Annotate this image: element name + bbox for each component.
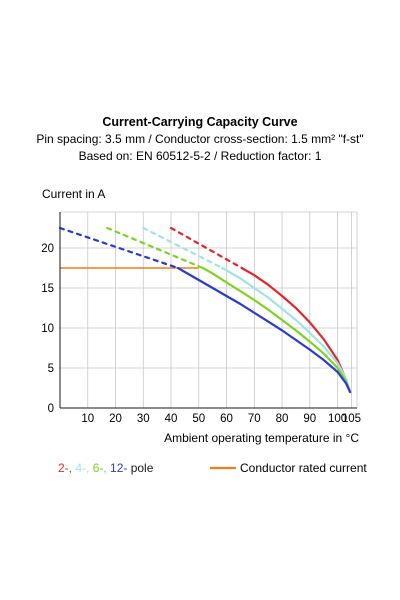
y-axis-label: Current in A: [42, 187, 105, 201]
series-6-pole-line: [201, 266, 352, 394]
legend-pole-12: 12-: [110, 461, 127, 475]
legend: 2-, 4-, 6-, 12- pole Conductor rated cur…: [58, 461, 367, 475]
x-tick-label: 20: [109, 413, 122, 425]
y-tick-label: 0: [48, 403, 54, 415]
series-2-pole-extrapolated: [169, 226, 243, 270]
rated-current-legend-label: Conductor rated current: [240, 461, 367, 475]
x-tick-label: 100: [328, 413, 347, 425]
x-tick-label: 90: [303, 413, 316, 425]
x-tick-label: 60: [220, 413, 233, 425]
chart-subtitle-line2: Based on: EN 60512-5-2 / Reduction facto…: [79, 149, 322, 163]
series-12-pole-extrapolated: [58, 226, 180, 270]
pole-legend: 2-, 4-, 6-, 12- pole: [58, 461, 154, 475]
x-tick-label: 40: [165, 413, 178, 425]
x-tick-label: 30: [137, 413, 150, 425]
series-6-pole-extrapolated: [106, 226, 204, 270]
axes: [59, 212, 357, 409]
y-tick-label: 10: [41, 323, 54, 335]
chart-subtitle-line1: Pin spacing: 3.5 mm / Conductor cross-se…: [36, 132, 363, 146]
grid: [60, 211, 358, 408]
x-axis-label: Ambient operating temperature in °C: [164, 431, 359, 445]
y-tick-label: 20: [41, 243, 54, 255]
chart-title: Current-Carrying Capacity Curve: [102, 115, 297, 129]
legend-pole-suffix: pole: [127, 461, 153, 475]
x-tick-label: 50: [192, 413, 205, 425]
x-tick-label: 80: [276, 413, 289, 425]
x-tick-label: 105: [342, 413, 361, 425]
y-tick-label: 15: [41, 283, 54, 295]
series-4-pole-line: [221, 266, 352, 394]
x-tick-label: 70: [248, 413, 261, 425]
x-tick-label: 10: [81, 413, 94, 425]
series-12-pole-line: [176, 266, 352, 394]
legend-pole-2: 2-,: [58, 461, 75, 475]
data-series: [58, 226, 352, 394]
legend-pole-4: 4-,: [75, 461, 92, 475]
y-tick-label: 5: [48, 363, 54, 375]
series-4-pole-extrapolated: [142, 226, 224, 270]
legend-pole-6: 6-,: [93, 461, 110, 475]
